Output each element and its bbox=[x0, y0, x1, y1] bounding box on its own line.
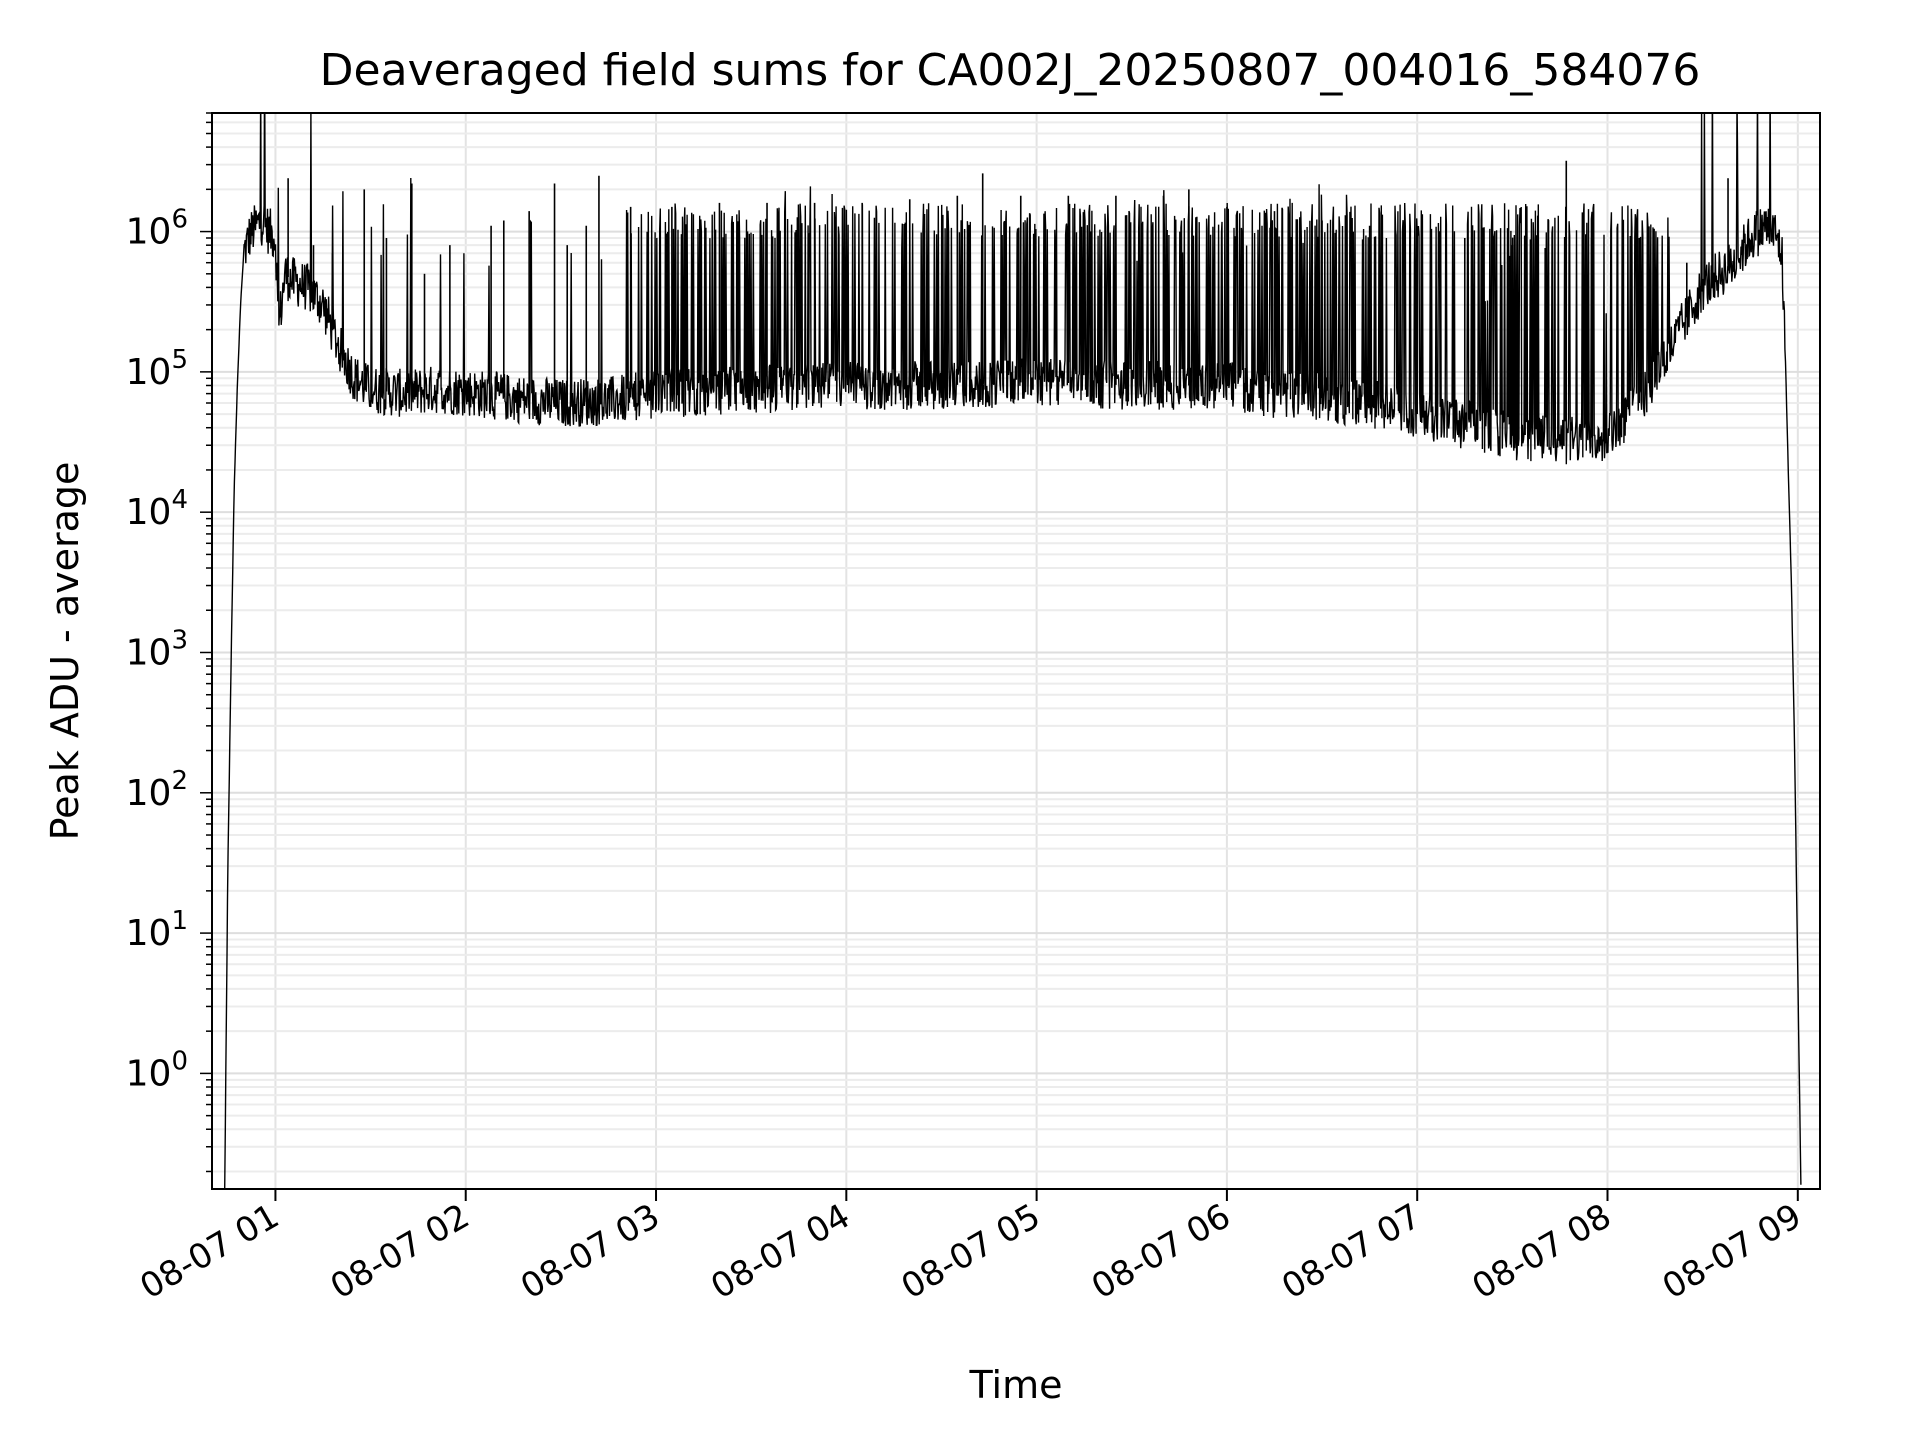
x-tick-label: 08-07 03 bbox=[514, 1196, 666, 1307]
y-tick-exponent: 0 bbox=[171, 1046, 188, 1076]
x-tick-label: 08-07 07 bbox=[1275, 1196, 1427, 1307]
y-tick-label: 104 bbox=[126, 485, 188, 533]
y-tick-base: 10 bbox=[126, 212, 172, 253]
y-tick-exponent: 1 bbox=[171, 906, 188, 936]
y-tick-exponent: 4 bbox=[171, 485, 188, 515]
y-tick-label: 100 bbox=[126, 1046, 188, 1094]
x-axis-label: Time bbox=[969, 1363, 1063, 1407]
y-tick-base: 10 bbox=[126, 913, 172, 954]
chart-title: Deaveraged field sums for CA002J_2025080… bbox=[320, 45, 1701, 96]
y-tick-exponent: 3 bbox=[171, 625, 188, 655]
y-tick-exponent: 6 bbox=[171, 205, 188, 235]
y-tick-label: 102 bbox=[126, 766, 188, 814]
data-layer bbox=[224, 113, 1802, 1189]
plot-frame bbox=[211, 112, 1821, 1190]
y-tick-label: 106 bbox=[126, 205, 188, 253]
y-tick-label: 103 bbox=[126, 625, 188, 673]
x-tick-label: 08-07 08 bbox=[1466, 1196, 1618, 1307]
y-tick-label: 105 bbox=[126, 345, 188, 393]
x-axis: 08-07 01 08-07 02 08-07 03 08-07 04 08-07 05… bbox=[134, 1189, 1808, 1307]
x-tick-label: 08-07 09 bbox=[1656, 1196, 1808, 1307]
y-axis-label: Peak ADU - average bbox=[43, 462, 87, 841]
x-tick-label: 08-07 01 bbox=[134, 1196, 286, 1307]
x-tick-label: 08-07 04 bbox=[704, 1196, 856, 1307]
y-tick-base: 10 bbox=[126, 1053, 172, 1094]
y-tick-exponent: 2 bbox=[171, 766, 188, 796]
y-tick-base: 10 bbox=[126, 352, 172, 393]
x-tick-label: 08-07 05 bbox=[895, 1196, 1047, 1307]
y-tick-exponent: 5 bbox=[171, 345, 188, 375]
y-tick-base: 10 bbox=[126, 773, 172, 814]
x-tick-label: 08-07 06 bbox=[1085, 1196, 1237, 1307]
x-tick-label: 08-07 02 bbox=[324, 1196, 476, 1307]
y-tick-label: 101 bbox=[126, 906, 188, 954]
y-tick-base: 10 bbox=[126, 492, 172, 533]
y-tick-base: 10 bbox=[126, 632, 172, 673]
